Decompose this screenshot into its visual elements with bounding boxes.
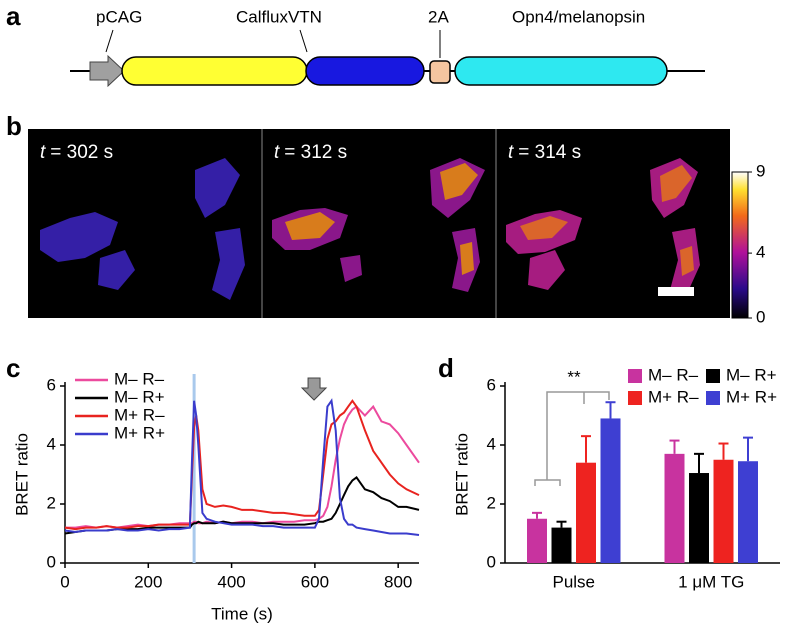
- legend-swatch: [706, 369, 720, 383]
- construct-label: CalfluxVTN: [236, 7, 322, 26]
- colorbar-tick-label: 0: [756, 307, 765, 326]
- construct: pCAG CalfluxVTN 2A Opn4/melanopsin: [70, 7, 705, 88]
- bar: [738, 461, 758, 563]
- bar: [551, 527, 572, 563]
- bar: [527, 518, 547, 563]
- legend-label: M+ R–: [114, 405, 165, 424]
- annotation: **: [567, 367, 581, 386]
- legend-swatch: [628, 369, 642, 383]
- legend-label: M– R–: [648, 365, 699, 384]
- panel-label: a: [6, 1, 21, 31]
- x-tick-label: 800: [384, 572, 412, 591]
- x-axis-label: Time (s): [211, 604, 273, 623]
- bar: [689, 473, 709, 563]
- legend-label: M+ R–: [648, 387, 699, 406]
- y-tick-label: 2: [487, 493, 496, 512]
- legend-label: M+ R+: [726, 387, 777, 406]
- bar: [576, 462, 596, 563]
- y-tick-label: 0: [487, 552, 496, 571]
- scale-bar: [658, 287, 694, 296]
- y-tick-label: 6: [47, 375, 56, 394]
- y-tick-label: 4: [47, 434, 56, 453]
- image-strip: t = 302 s t = 312 s t = 314 s: [28, 129, 749, 319]
- time-value: = 302 s: [50, 142, 113, 163]
- panel-label: d: [438, 353, 454, 383]
- x-tick-label: 1 μM TG: [678, 572, 744, 591]
- time-var: t: [274, 142, 280, 163]
- legend-swatch: [628, 391, 642, 405]
- y-tick-label: 2: [47, 493, 56, 512]
- colorbar: [731, 171, 749, 319]
- x-tick-label: 600: [301, 572, 329, 591]
- legend-swatch: [706, 391, 720, 405]
- arrow: [300, 377, 328, 401]
- panel-label: c: [6, 353, 20, 383]
- x-tick-label: 200: [134, 572, 162, 591]
- bar: [713, 459, 734, 563]
- time-label: t = 312 s: [274, 142, 347, 163]
- legend-label: M+ R+: [114, 423, 165, 442]
- time-var: t: [508, 142, 514, 163]
- bar: [600, 418, 621, 563]
- colorbar-tick-label: 9: [756, 161, 765, 180]
- construct-label: pCAG: [96, 7, 142, 26]
- legend-label: M– R–: [114, 369, 165, 388]
- time-value: = 312 s: [284, 142, 347, 163]
- construct-label: 2A: [428, 7, 449, 26]
- time-value: = 314 s: [518, 142, 581, 163]
- legend-label: M– R+: [114, 387, 165, 406]
- y-tick-label: 4: [487, 434, 496, 453]
- y-axis-label: BRET ratio: [12, 433, 31, 516]
- colorbar-tick-label: 4: [756, 243, 765, 262]
- time-label: t = 302 s: [40, 142, 113, 163]
- line: [64, 399, 420, 531]
- x-tick-label: 0: [60, 572, 69, 591]
- time-var: t: [40, 142, 46, 163]
- y-tick-label: 6: [487, 375, 496, 394]
- time-label: t = 314 s: [508, 142, 581, 163]
- bar: [664, 453, 685, 563]
- legend-label: M– R+: [726, 365, 777, 384]
- y-axis-label: BRET ratio: [452, 433, 471, 516]
- panel-label: b: [6, 111, 22, 141]
- x-tick-label: Pulse: [552, 572, 595, 591]
- construct-label: Opn4/melanopsin: [512, 7, 645, 26]
- line: [64, 398, 420, 536]
- y-tick-label: 0: [47, 552, 56, 571]
- cells: [40, 158, 700, 300]
- significance-bracket: [534, 391, 610, 486]
- line: [64, 475, 420, 535]
- x-tick-label: 400: [217, 572, 245, 591]
